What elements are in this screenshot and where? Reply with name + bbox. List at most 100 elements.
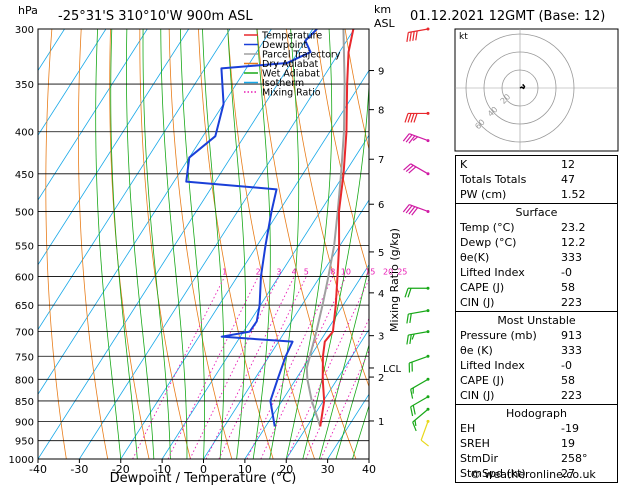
pressure-tick-label: 600 — [15, 273, 34, 284]
mixing-ratio-tick-label: 5 — [304, 268, 309, 277]
mixing-ratio-labels: 1 2 3 4 5 8 10 15 20 25 — [222, 268, 407, 277]
barb-flag — [410, 113, 415, 123]
wind-barb — [406, 27, 430, 42]
wind-barb — [406, 309, 430, 324]
height-tick-label: 2 — [378, 373, 384, 384]
barb-staff — [420, 421, 429, 441]
barb-staff — [412, 408, 429, 423]
legend-label: Isotherm — [262, 78, 304, 89]
section-title: Most Unstable — [497, 314, 576, 327]
barb-flag — [415, 30, 418, 41]
pressure-tick-label: 350 — [15, 80, 34, 91]
mixing-ratio-tick-label: 25 — [397, 268, 407, 277]
index-row: PW (cm) 1.52 — [460, 188, 586, 201]
x-axis-title: Dewpoint / Temperature (°C) — [110, 471, 297, 486]
temperature-tick-label: 0 — [200, 463, 207, 476]
isotherm-line — [161, 134, 369, 459]
barb-flag — [410, 389, 414, 399]
barb-staff — [408, 331, 429, 336]
pressure-tick-label: 450 — [15, 170, 34, 181]
hpa-label: hPa — [18, 4, 38, 17]
wet-adiabat-line — [179, 29, 205, 459]
pressure-tick-label: 400 — [15, 128, 34, 139]
credit-text: © weatheronline.co.uk — [470, 468, 596, 481]
barb-staff — [408, 28, 429, 34]
index-row: θe(K) 333 — [460, 251, 582, 264]
barb-staff — [410, 378, 429, 390]
wet-adiabat-line — [318, 264, 369, 459]
mixing-ratio-line — [305, 317, 369, 459]
wet-adiabat-line — [335, 343, 369, 459]
index-row: StmDir 258° — [460, 452, 588, 465]
dry-adiabat-line — [256, 29, 357, 459]
barb-flag — [406, 313, 409, 324]
profile-lines — [185, 29, 355, 427]
dry-adiabat-line — [78, 29, 109, 459]
barb-flag — [402, 133, 410, 142]
dry-adiabat-line — [139, 29, 191, 459]
datetime-title: 01.12.2021 12GMT (Base: 12) — [410, 9, 606, 24]
series-dewpoint — [185, 29, 318, 427]
barb-flag — [411, 333, 415, 340]
barb-flag — [402, 204, 410, 213]
wind-barb — [406, 330, 430, 345]
wet-adiabat-line — [227, 29, 247, 459]
legend-label: Parcel Trajectory — [262, 50, 341, 61]
height-tick-label: 8 — [378, 106, 384, 117]
indices-panel: K 12 Totals Totals 47 PW (cm) 1.52 Surface … — [455, 155, 618, 483]
mixing-ratio-tick-label: 20 — [383, 268, 393, 277]
wet-adiabat-line — [352, 404, 369, 459]
pressure-tick-label: 650 — [15, 301, 34, 312]
barb-flag — [420, 439, 429, 447]
barb-flag — [409, 313, 412, 324]
temperature-tick-label: -30 — [70, 463, 88, 476]
pressure-tick-label: 300 — [15, 25, 34, 36]
barb-staff — [409, 133, 429, 142]
temperature-axis: -40 -30 -20 -10 0 10 20 30 40 — [29, 459, 376, 476]
temperature-tick-label: 10 — [238, 463, 252, 476]
index-row: CAPE (J) 58 — [460, 374, 575, 387]
temperature-tick-label: 20 — [279, 463, 293, 476]
barb-staff — [408, 310, 429, 315]
indices-top: K 12 Totals Totals 47 PW (cm) 1.52 — [455, 155, 618, 204]
isotherm-line — [38, 29, 190, 266]
pressure-tick-label: 800 — [15, 375, 34, 386]
mixing-ratio-line — [286, 278, 369, 459]
index-row: SREH 19 — [460, 437, 575, 450]
wind-barb — [402, 133, 430, 144]
barb-flag — [409, 31, 412, 42]
index-row: CIN (J) 223 — [460, 389, 582, 402]
barb-dot — [426, 286, 430, 290]
barb-dot — [426, 395, 430, 399]
barb-flag — [409, 334, 412, 345]
wet-adiabat-line — [110, 29, 138, 459]
wet-adiabat-line — [202, 29, 225, 459]
index-row: Dewp (°C) 12.2 — [460, 236, 586, 249]
pressure-tick-label: 500 — [15, 207, 34, 218]
hodograph-frame — [454, 28, 619, 152]
wind-barb — [410, 377, 430, 399]
wind-barb — [410, 395, 430, 417]
wet-adiabat-line — [252, 29, 271, 459]
wet-adiabat-line — [160, 29, 188, 459]
height-axis: 9 8 7 6 5 4 3 2 1 LCL — [369, 67, 402, 428]
barb-flag — [407, 288, 412, 298]
legend-label: Wet Adiabat — [262, 69, 320, 80]
barb-flag — [406, 32, 409, 42]
wet-adiabat-line — [126, 29, 155, 459]
index-row: θe (K) 333 — [460, 344, 582, 357]
section-title: Hodograph — [506, 407, 567, 420]
barb-staff — [409, 355, 429, 364]
temperature-tick-label: 40 — [362, 463, 376, 476]
barb-flag — [412, 405, 416, 415]
temperature-tick-label: -40 — [29, 463, 47, 476]
mixing-ratio-tick-label: 10 — [341, 268, 351, 277]
barb-flag — [404, 113, 409, 123]
barb-flag — [410, 406, 414, 417]
barb-dot — [426, 27, 430, 31]
dry-adiabat-line — [227, 29, 315, 459]
location-title: -25°31'S 310°10'W 900m ASL — [58, 9, 253, 24]
barb-staff — [410, 396, 429, 408]
